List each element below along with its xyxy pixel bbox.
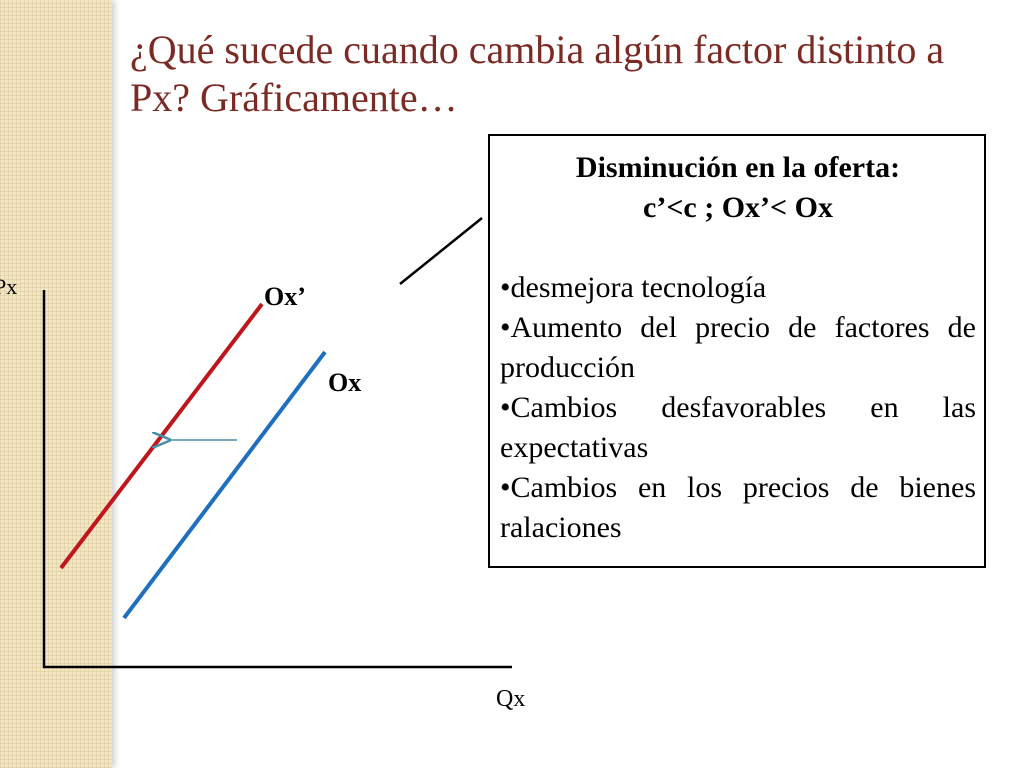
bullet-technology: •desmejora tecnología — [500, 271, 767, 304]
callout-pointer — [399, 217, 483, 285]
bullet-expectations: •Cambios desfavorables en las expectativ… — [500, 391, 976, 464]
supply-curve-shifted — [59, 302, 264, 570]
infobox-heading-line1: Disminución en la oferta: — [575, 151, 901, 184]
infobox-heading: Disminución en la oferta: c’<c ; Ox’< Ox — [500, 148, 976, 228]
supply-curve-original — [122, 350, 327, 620]
bullet-input-prices: •Aumento del precio de factores de produ… — [500, 311, 976, 384]
infobox-heading-line2: c’<c ; Ox’< Ox — [643, 191, 833, 224]
decorative-sidebar — [0, 0, 112, 768]
curve-original-label: Ox — [328, 368, 362, 397]
supply-decrease-infobox: Disminución en la oferta: c’<c ; Ox’< Ox… — [488, 134, 986, 568]
curve-shifted-label: Ox’ — [264, 282, 306, 311]
y-axis-label: Px — [0, 274, 18, 299]
bullet-related-goods: •Cambios en los precios de bienes ralaci… — [500, 471, 976, 544]
infobox-bullet-list: •desmejora tecnología •Aumento del preci… — [500, 268, 976, 548]
x-axis-label: Qx — [496, 686, 526, 712]
slide-title: ¿Qué sucede cuando cambia algún factor d… — [130, 27, 945, 120]
